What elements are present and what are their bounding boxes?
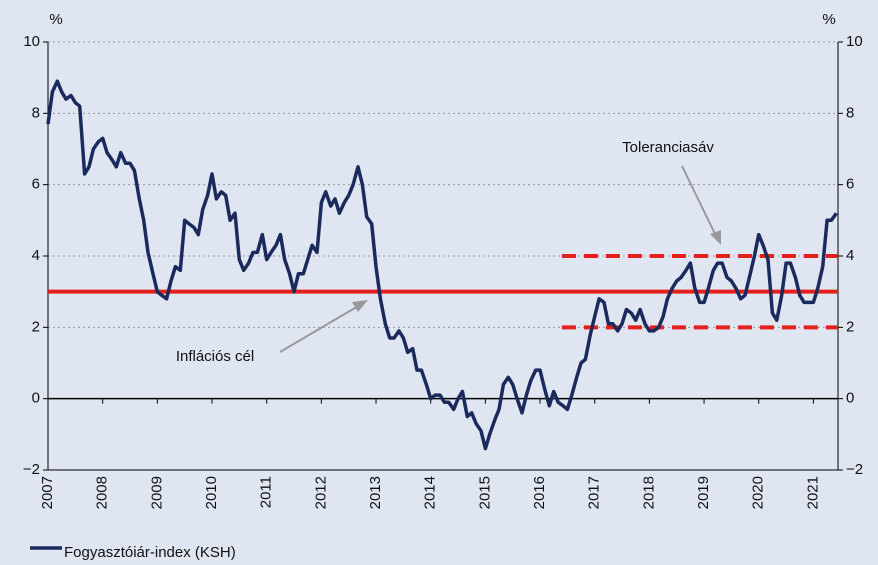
x-tick-label: 2008 xyxy=(94,476,111,509)
y2-tick-label: 6 xyxy=(846,176,854,193)
x-tick-label: 2017 xyxy=(586,476,603,509)
y2-unit-label: % xyxy=(822,11,835,28)
x-tick-label: 2009 xyxy=(148,476,165,509)
x-tick-label: 2019 xyxy=(695,476,712,509)
x-tick-label: 2021 xyxy=(804,476,821,509)
x-tick-label: 2010 xyxy=(203,476,220,509)
x-tick-label: 2015 xyxy=(476,476,493,509)
annotation-arrow xyxy=(279,304,361,353)
y-tick-label: −2 xyxy=(23,461,40,478)
x-tick-label: 2020 xyxy=(750,476,767,509)
target-annotation: Inflációs cél xyxy=(176,348,254,365)
y2-tick-label: −2 xyxy=(846,461,863,478)
y2-tick-label: 10 xyxy=(846,33,863,50)
y2-tick-label: 4 xyxy=(846,247,854,264)
y-tick-label: 0 xyxy=(32,390,40,407)
x-tick-label: 2007 xyxy=(39,476,56,509)
y-tick-label: 8 xyxy=(32,104,40,121)
x-tick-label: 2016 xyxy=(531,476,548,509)
y-tick-label: 2 xyxy=(32,318,40,335)
x-tick-label: 2013 xyxy=(367,476,384,509)
y-unit-label: % xyxy=(49,11,62,28)
x-tick-label: 2014 xyxy=(422,476,439,509)
x-tick-label: 2018 xyxy=(640,476,657,509)
band-annotation: Toleranciasáv xyxy=(622,139,714,156)
y2-tick-label: 0 xyxy=(846,390,854,407)
grid xyxy=(48,41,838,328)
arrow-head xyxy=(710,230,721,245)
y-tick-label: 6 xyxy=(32,176,40,193)
y-tick-label: 10 xyxy=(23,33,40,50)
y-tick-label: 4 xyxy=(32,247,40,264)
arrow-head xyxy=(352,300,368,312)
y2-tick-label: 8 xyxy=(846,104,854,121)
y2-tick-label: 2 xyxy=(846,318,854,335)
series-line xyxy=(46,79,838,451)
x-tick-label: 2012 xyxy=(312,476,329,509)
annotation-arrow xyxy=(681,165,717,237)
x-tick-label: 2011 xyxy=(258,476,275,508)
legend-label: Fogyasztóiár-index (KSH) xyxy=(64,544,236,561)
